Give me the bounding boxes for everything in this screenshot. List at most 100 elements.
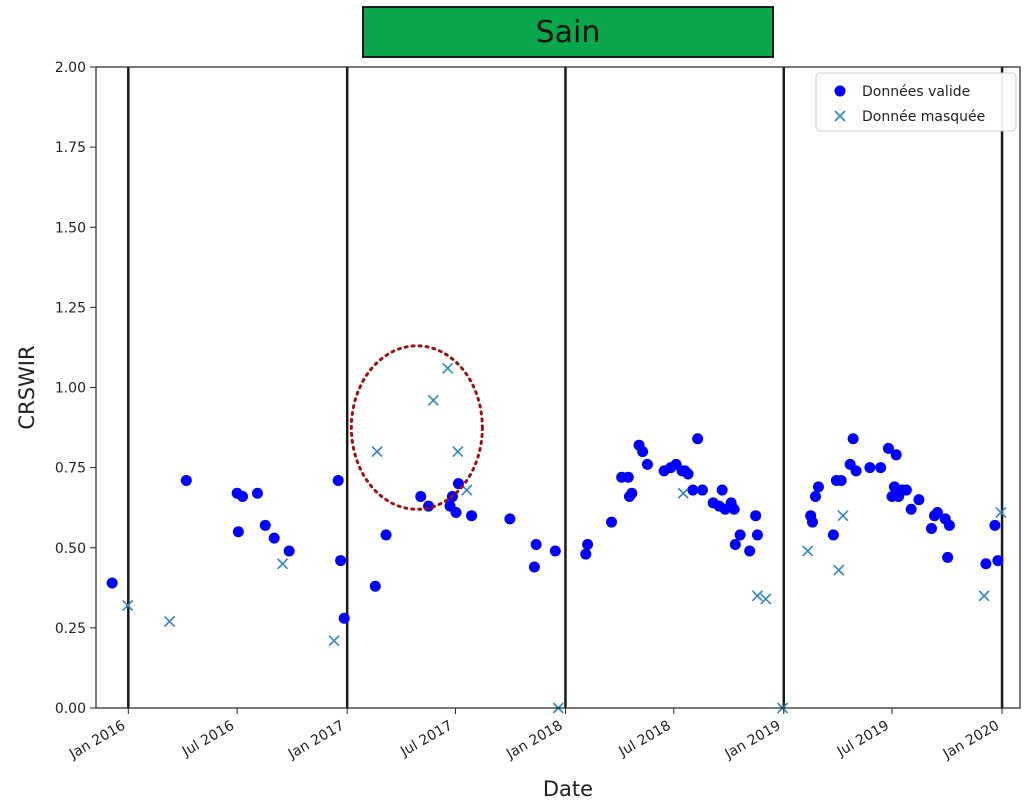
data-point-valid [882,442,894,454]
y-tick-label: 1.75 [55,140,86,156]
marker-stroke [837,510,849,522]
data-point-valid [696,484,708,496]
data-point-valid [369,580,381,592]
marker-stroke [677,487,689,499]
data-point-valid [106,577,118,589]
marker-stroke [834,110,846,122]
x-axis-label: Date [543,777,593,801]
data-point-valid [332,474,344,486]
x-tick-label: Jul 2017 [397,718,455,761]
y-axis-label: CRSWIR [15,345,39,429]
data-point-masked [995,506,1007,519]
data-point-valid [232,526,244,538]
y-tick-label: 0.50 [55,541,86,557]
data-point-valid [913,494,925,506]
data-point-valid [687,484,699,496]
data-point-valid [641,458,653,470]
data-point-masked [427,394,439,406]
marker-stroke [328,635,340,647]
marker-stroke [461,484,473,496]
data-point-valid [251,487,263,499]
x-tick-label: Jul 2018 [616,718,674,761]
data-point-valid [812,481,824,493]
y-tick-label: 0.75 [55,461,86,477]
data-point-valid [835,474,847,486]
annotations [349,344,484,511]
marker-stroke [995,506,1007,519]
data-point-valid [180,474,192,486]
data-point-valid [744,545,756,557]
data-point-valid [582,539,594,551]
data-point-valid [750,510,762,522]
data-point-masked [751,590,764,602]
data-point-valid [237,490,249,502]
data-point-valid [338,612,350,624]
data-point-masked [452,446,464,458]
data-point-valid [415,490,427,502]
data-point-valid [259,519,271,531]
data-point-valid [847,433,859,445]
data-point-valid [528,561,540,573]
data-point-valid [466,510,478,522]
data-point-valid [716,484,728,496]
data-point-valid [580,548,592,560]
data-point-masked [122,599,134,612]
data-point-valid [942,551,954,563]
data-point-valid [900,484,912,496]
marker-stroke [802,545,814,557]
data-point-valid [606,516,618,528]
marker-stroke [371,446,383,458]
marker-stroke [277,558,289,570]
data-point-valid [530,539,542,551]
data-point-valid [809,490,821,502]
x-tick-label: Jan 2017 [285,718,347,763]
data-point-masked [371,446,383,458]
data-point-valid [943,519,955,531]
data-point-valid [890,449,902,461]
marker-stroke [978,590,990,602]
data-point-valid [728,503,740,515]
data-point-valid [268,532,280,544]
marker-stroke [122,599,134,612]
legend-box [815,72,1017,132]
data-point-valid [875,462,887,474]
marker-stroke [427,394,439,406]
y-tick-label: 0.00 [55,701,86,717]
data-point-masked [760,593,772,605]
data-point-valid [729,539,741,551]
data-point-valid [549,545,561,557]
x-tick-label: Jan 2016 [66,718,128,763]
marker-stroke [760,593,772,605]
x-tick-label: Jul 2019 [834,718,892,761]
y-tick-label: 0.25 [55,621,86,637]
data-point-masked [833,564,845,576]
data-point-valid [989,519,1001,531]
data-point-valid [931,506,943,518]
highlight-ellipse [349,344,484,511]
data-point-valid [450,506,462,518]
legend-marker-masked [834,110,846,122]
plot-frame [95,66,1021,709]
x-tick-label: Jan 2018 [503,718,565,763]
data-point-valid [827,529,839,541]
data-point-masked [328,635,340,647]
legend-label: Donnée masquée [862,109,985,125]
data-points [106,362,1007,714]
y-tick-label: 1.50 [55,220,86,236]
year-boundary-lines [127,67,1004,708]
data-point-valid [692,433,704,445]
status-label: Sain [535,14,601,50]
marker-stroke [751,590,764,602]
x-tick-label: Jan 2020 [940,718,1002,763]
data-point-valid [905,503,917,515]
status-banner: Sain [362,6,774,58]
x-tick-label: Jul 2016 [179,718,237,761]
x-tick-label: Jan 2019 [721,718,783,763]
data-point-masked [978,590,990,602]
data-point-masked [802,545,814,557]
data-point-valid [992,555,1004,567]
data-point-valid [864,462,876,474]
data-point-valid [335,555,347,567]
data-point-valid [980,558,992,570]
